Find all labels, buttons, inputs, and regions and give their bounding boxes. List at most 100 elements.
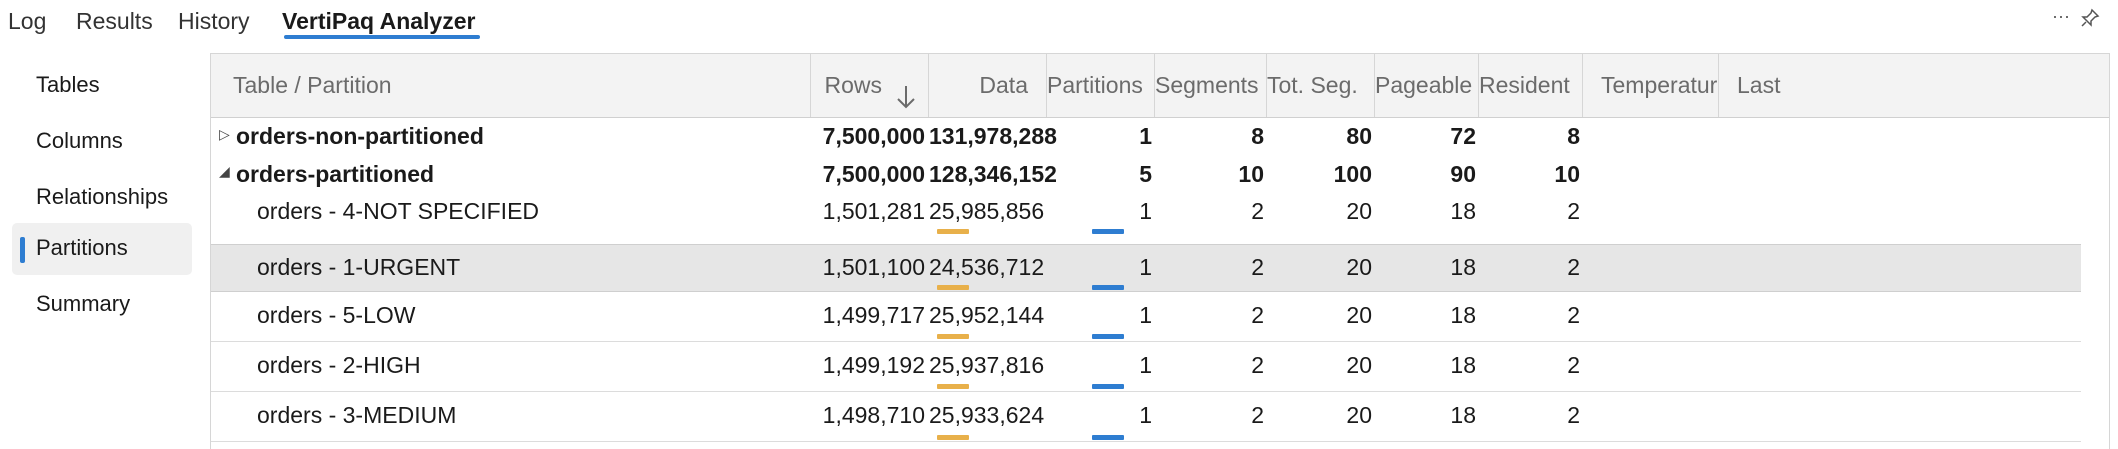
tab-results[interactable]: Results [76,8,153,34]
row-pageable: 18 [1450,198,1476,224]
table-row[interactable]: ◢ orders-partitioned 7,500,000 128,346,1… [211,156,2081,192]
column-header-pageable[interactable]: Pageable [1375,54,1479,117]
rows-size-marker [937,334,969,339]
data-size-marker [1092,435,1124,440]
row-name: orders-partitioned [236,161,435,187]
row-pageable: 18 [1450,302,1476,328]
table-row[interactable]: orders - 3-MEDIUM 1,498,710 25,933,624 1… [211,392,2081,442]
data-size-marker [1092,285,1124,290]
table-row[interactable]: ▷ orders-non-partitioned 7,500,000 131,9… [211,118,2081,154]
row-tot-seg: 100 [1333,161,1372,187]
column-header-label: Segments [1155,72,1259,98]
column-header-label: Resident [1479,72,1570,98]
table-row[interactable]: orders - 4-NOT SPECIFIED 1,501,281 25,98… [211,194,2081,236]
column-header-data[interactable]: Data [929,54,1047,117]
vertical-scroll-area[interactable] [2081,118,2109,449]
row-tot-seg: 20 [1346,254,1372,280]
collapse-icon[interactable]: ◢ [219,163,230,179]
row-tot-seg: 20 [1346,198,1372,224]
row-name: orders - 4-NOT SPECIFIED [257,198,540,224]
row-name: orders - 2-HIGH [257,352,421,378]
selection-indicator [20,237,25,263]
row-pageable: 90 [1450,161,1476,187]
sort-descending-icon [896,71,916,109]
row-rows: 1,499,717 [822,302,925,328]
row-resident: 2 [1567,302,1580,328]
column-header-label: Last [1737,72,1781,98]
row-name: orders - 3-MEDIUM [257,402,457,428]
table-row-selected[interactable]: orders - 1-URGENT 1,501,100 24,536,712 1… [211,244,2081,292]
grid-header: Table / Partition Rows Data Partitions S… [211,54,2109,118]
row-data: 25,933,624 [929,402,1045,428]
data-size-marker [1092,229,1124,234]
row-name: orders-non-partitioned [236,123,484,149]
tab-history[interactable]: History [178,8,250,34]
pin-icon[interactable] [2080,8,2100,33]
sidebar-item-label: Tables [36,72,100,97]
column-header-partitions[interactable]: Partitions [1047,54,1155,117]
row-data: 24,536,712 [929,254,1045,280]
row-rows: 7,500,000 [822,123,925,149]
sidebar-item-relationships[interactable]: Relationships [12,172,192,224]
row-pageable: 18 [1450,402,1476,428]
row-partitions: 1 [1139,254,1152,280]
row-rows: 1,499,192 [822,352,925,378]
more-options-button[interactable]: ··· [2052,6,2070,26]
row-partitions: 5 [1139,161,1152,187]
row-segments: 2 [1251,302,1264,328]
tab-vertipaq-analyzer[interactable]: VertiPaq Analyzer [282,8,476,34]
row-rows: 1,498,710 [822,402,925,428]
column-header-label: Temperature [1601,72,1719,98]
rows-size-marker [937,285,969,290]
column-header-label: Partitions [1047,72,1143,98]
partitions-grid: Table / Partition Rows Data Partitions S… [210,53,2110,449]
row-pageable: 18 [1450,352,1476,378]
row-pageable: 18 [1450,254,1476,280]
sidebar-item-label: Columns [36,128,123,153]
row-resident: 8 [1567,123,1580,149]
row-partitions: 1 [1139,402,1152,428]
row-tot-seg: 80 [1346,123,1372,149]
sidebar-item-label: Summary [36,291,131,316]
row-resident: 2 [1567,198,1580,224]
column-header-tot-seg[interactable]: Tot. Seg. [1267,54,1375,117]
row-tot-seg: 20 [1346,352,1372,378]
row-segments: 2 [1251,352,1264,378]
table-row[interactable]: orders - 5-LOW 1,499,717 25,952,144 1 2 … [211,292,2081,342]
expand-icon[interactable]: ▷ [219,126,230,142]
row-data: 25,952,144 [929,302,1045,328]
data-size-marker [1092,334,1124,339]
column-header-resident[interactable]: Resident [1479,54,1583,117]
row-resident: 2 [1567,352,1580,378]
sidebar-item-summary[interactable]: Summary [12,279,192,331]
row-data: 128,346,152 [929,161,1057,187]
column-header-label: Table / Partition [233,72,392,98]
sidebar-item-columns[interactable]: Columns [12,116,192,168]
column-header-table-partition[interactable]: Table / Partition [211,54,811,117]
column-header-label: Rows [824,72,882,98]
row-tot-seg: 20 [1346,402,1372,428]
row-data: 131,978,288 [929,123,1057,149]
data-size-marker [1092,384,1124,389]
column-header-segments[interactable]: Segments [1155,54,1267,117]
row-rows: 1,501,100 [822,254,925,280]
column-header-label: Data [979,72,1028,98]
column-header-last[interactable]: Last [1719,54,2109,117]
row-data: 25,985,856 [929,198,1045,224]
column-header-temperature[interactable]: Temperature [1583,54,1719,117]
sidebar-item-partitions[interactable]: Partitions [12,223,192,275]
sidebar-item-label: Relationships [36,184,169,209]
rows-size-marker [937,435,969,440]
row-data: 25,937,816 [929,352,1045,378]
table-row[interactable]: orders - 2-HIGH 1,499,192 25,937,816 1 2… [211,342,2081,392]
column-header-label: Pageable [1375,72,1473,98]
sidebar-item-tables[interactable]: Tables [12,60,192,112]
row-partitions: 1 [1139,302,1152,328]
row-resident: 10 [1554,161,1580,187]
rows-size-marker [937,384,969,389]
row-name: orders - 1-URGENT [257,254,461,280]
row-partitions: 1 [1139,123,1152,149]
tab-log[interactable]: Log [8,8,47,34]
row-pageable: 72 [1450,123,1476,149]
column-header-rows[interactable]: Rows [811,54,929,117]
